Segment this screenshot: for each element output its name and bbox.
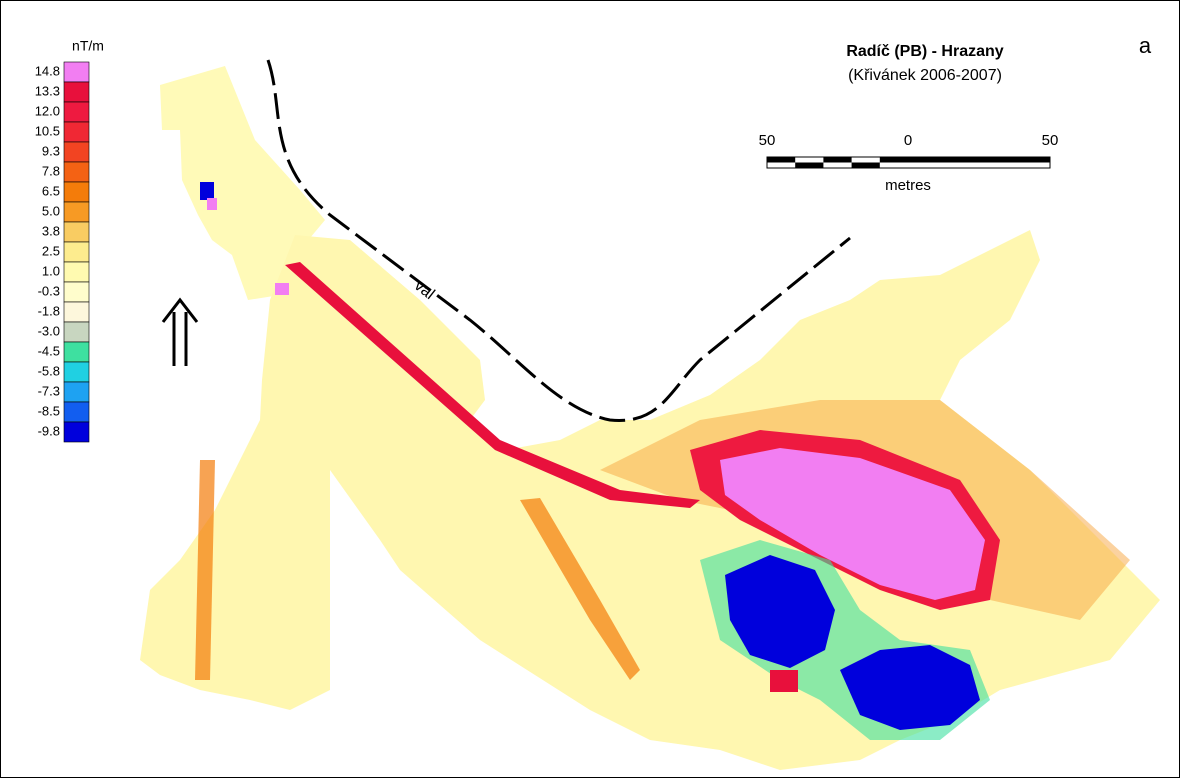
legend-label: -8.5 <box>38 403 60 418</box>
scale-segment <box>823 157 851 163</box>
legend-swatch <box>64 322 89 342</box>
scale-segment <box>908 157 1050 163</box>
scale-segment <box>767 157 795 163</box>
legend-label: 3.8 <box>42 223 60 238</box>
map-title: Radíč (PB) - Hrazany <box>846 43 1003 60</box>
legend-label: -5.8 <box>38 363 60 378</box>
legend-label: 5.0 <box>42 203 60 218</box>
legend-swatch <box>64 402 89 422</box>
legend-swatch <box>64 382 89 402</box>
scale-segment <box>880 157 908 163</box>
scale-label: 50 <box>1042 132 1059 149</box>
legend-swatch <box>64 122 89 142</box>
legend-label: 1.0 <box>42 263 60 278</box>
scale-label: 0 <box>904 132 912 149</box>
small-anomaly <box>770 670 798 692</box>
legend-label: -0.3 <box>38 283 60 298</box>
legend-swatch <box>64 302 89 322</box>
scale-unit: metres <box>885 177 931 194</box>
dipole-pink <box>207 198 217 210</box>
legend-label: -4.5 <box>38 343 60 358</box>
legend-label: -7.3 <box>38 383 60 398</box>
legend-swatch <box>64 362 89 382</box>
legend-swatch <box>64 142 89 162</box>
legend-unit: nT/m <box>72 38 104 54</box>
map-subtitle: (Křivánek 2006-2007) <box>848 67 1002 84</box>
legend-label: -3.0 <box>38 323 60 338</box>
dipole-pink-2 <box>275 283 289 295</box>
legend-label: 12.0 <box>35 103 60 118</box>
legend-label: -9.8 <box>38 423 60 438</box>
legend-swatch <box>64 62 89 82</box>
legend-swatch <box>64 182 89 202</box>
legend-swatch <box>64 202 89 222</box>
legend-swatch <box>64 222 89 242</box>
legend-label: 10.5 <box>35 123 60 138</box>
page: {"legend": {"unit": "nT/m", "items": [ {… <box>0 0 1180 778</box>
scale-label: 50 <box>759 132 776 149</box>
legend-swatch <box>64 422 89 442</box>
legend-swatch <box>64 282 89 302</box>
dipole-blue <box>200 182 214 200</box>
panel-label: a <box>1139 33 1152 58</box>
legend-label: 13.3 <box>35 83 60 98</box>
legend-swatch <box>64 342 89 362</box>
scale-segment <box>852 163 880 169</box>
legend-label: 7.8 <box>42 163 60 178</box>
legend-swatch <box>64 242 89 262</box>
legend-swatch <box>64 262 89 282</box>
scale-segment <box>795 163 823 169</box>
legend-label: 14.8 <box>35 63 60 78</box>
legend-label: -1.8 <box>38 303 60 318</box>
map-figure: val nT/m 14.813.312.010.59.37.86.55.03.8… <box>0 0 1180 778</box>
legend-label: 2.5 <box>42 243 60 258</box>
legend-label: 6.5 <box>42 183 60 198</box>
legend-swatch <box>64 82 89 102</box>
legend-swatch <box>64 162 89 182</box>
legend-swatch <box>64 102 89 122</box>
legend-label: 9.3 <box>42 143 60 158</box>
